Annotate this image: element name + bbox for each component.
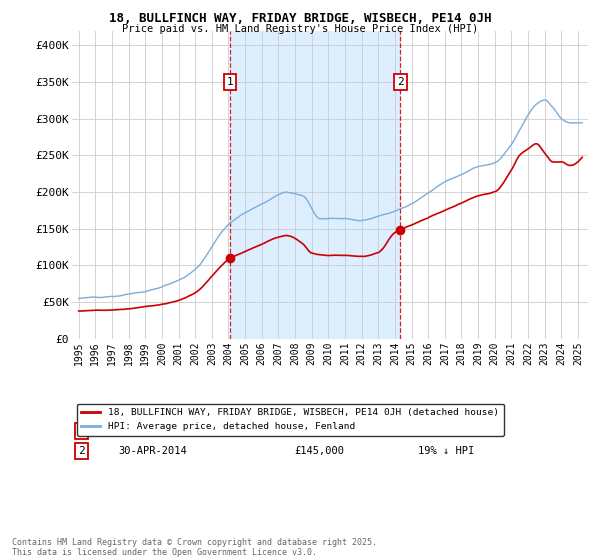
Text: 18, BULLFINCH WAY, FRIDAY BRIDGE, WISBECH, PE14 0JH: 18, BULLFINCH WAY, FRIDAY BRIDGE, WISBEC… — [109, 12, 491, 25]
Text: 30-APR-2014: 30-APR-2014 — [118, 446, 187, 456]
Text: 30-JAN-2004: 30-JAN-2004 — [118, 426, 187, 436]
Bar — [230, 31, 400, 339]
Text: 2: 2 — [397, 77, 404, 87]
Text: £145,000: £145,000 — [294, 446, 344, 456]
Legend: 18, BULLFINCH WAY, FRIDAY BRIDGE, WISBECH, PE14 0JH (detached house), HPI: Avera: 18, BULLFINCH WAY, FRIDAY BRIDGE, WISBEC… — [77, 404, 503, 436]
Text: Price paid vs. HM Land Registry's House Price Index (HPI): Price paid vs. HM Land Registry's House … — [122, 24, 478, 34]
Text: 2: 2 — [78, 446, 85, 456]
Text: 19% ↓ HPI: 19% ↓ HPI — [418, 446, 474, 456]
Text: 1: 1 — [78, 426, 85, 436]
Text: Contains HM Land Registry data © Crown copyright and database right 2025.
This d: Contains HM Land Registry data © Crown c… — [12, 538, 377, 557]
Text: 30% ↓ HPI: 30% ↓ HPI — [418, 426, 474, 436]
Text: 1: 1 — [226, 77, 233, 87]
Text: £109,000: £109,000 — [294, 426, 344, 436]
